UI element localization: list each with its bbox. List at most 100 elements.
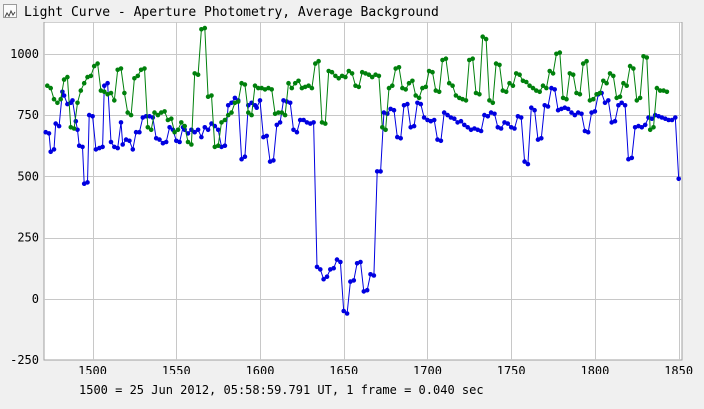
- data-point: [175, 127, 181, 133]
- data-point: [552, 87, 557, 92]
- data-point: [637, 95, 643, 101]
- y-tick-label: -250: [10, 353, 39, 367]
- data-point: [346, 68, 352, 74]
- data-point: [229, 100, 234, 106]
- data-point: [639, 125, 645, 130]
- data-point: [539, 136, 544, 141]
- data-point: [606, 98, 611, 103]
- data-point: [115, 145, 120, 151]
- data-point: [314, 264, 320, 270]
- data-point: [105, 80, 110, 86]
- data-point: [405, 101, 410, 107]
- data-point: [490, 100, 496, 106]
- data-point: [133, 129, 139, 135]
- data-point: [617, 94, 623, 99]
- data-point: [232, 95, 238, 101]
- data-point: [142, 66, 147, 71]
- data-point: [246, 110, 251, 115]
- data-point: [601, 78, 606, 84]
- data-point: [676, 176, 681, 182]
- data-point: [547, 68, 552, 74]
- data-point: [411, 123, 417, 129]
- data-point: [329, 69, 335, 75]
- data-point: [492, 111, 497, 117]
- data-point: [215, 143, 221, 148]
- data-point: [664, 89, 670, 95]
- y-tick-label: 500: [17, 169, 39, 183]
- data-point: [480, 34, 486, 39]
- data-point: [438, 138, 444, 144]
- data-point: [78, 88, 84, 93]
- data-point: [498, 126, 504, 131]
- data-point: [254, 105, 259, 110]
- data-point: [135, 73, 141, 79]
- data-point: [406, 80, 412, 86]
- data-point: [529, 105, 534, 110]
- data-point: [102, 89, 107, 95]
- data-point: [505, 121, 511, 126]
- data-point: [287, 100, 293, 106]
- data-point: [257, 98, 263, 103]
- data-point: [525, 161, 531, 167]
- data-point: [195, 127, 201, 133]
- data-point: [572, 112, 578, 118]
- data-point: [209, 121, 214, 126]
- data-point: [544, 85, 549, 91]
- data-point: [577, 92, 583, 97]
- data-point: [669, 117, 675, 123]
- data-point: [430, 69, 435, 75]
- plot-area: [43, 22, 683, 361]
- data-point: [324, 274, 330, 279]
- data-point: [239, 156, 244, 162]
- data-point: [177, 139, 182, 145]
- data-point: [545, 104, 551, 109]
- data-point: [371, 273, 377, 278]
- data-point: [301, 117, 306, 123]
- light-curve-icon[interactable]: [3, 4, 17, 18]
- data-point: [349, 71, 355, 76]
- data-point: [120, 142, 125, 147]
- x-tick-label: 1850: [664, 364, 693, 374]
- data-point: [564, 96, 569, 102]
- data-point: [386, 85, 392, 91]
- data-point: [122, 90, 127, 96]
- data-point: [271, 158, 276, 163]
- data-point: [297, 117, 303, 123]
- data-point: [465, 125, 471, 130]
- data-point: [647, 127, 653, 133]
- data-point: [48, 149, 53, 155]
- light-curve-chart: 1500 1550 1600 1650 1700 1750 1800 1850 -250 0 250…: [10, 22, 693, 374]
- data-point: [341, 308, 347, 314]
- light-curve-glyph: [4, 9, 16, 18]
- data-point: [145, 125, 151, 130]
- data-point: [252, 83, 258, 88]
- data-point: [436, 89, 442, 95]
- data-point: [557, 50, 563, 55]
- data-point: [627, 63, 633, 69]
- data-point: [356, 84, 362, 90]
- data-point: [90, 114, 95, 119]
- data-point: [249, 112, 254, 118]
- data-point: [71, 126, 77, 131]
- data-point: [192, 129, 197, 135]
- window-title: Light Curve - Aperture Photometry, Avera…: [24, 5, 439, 20]
- data-point: [673, 115, 678, 120]
- data-point: [530, 85, 536, 91]
- data-point: [336, 76, 342, 81]
- data-point: [590, 96, 596, 102]
- data-point: [338, 259, 343, 265]
- data-point: [222, 143, 228, 148]
- data-point: [309, 85, 315, 91]
- data-point: [487, 98, 492, 103]
- data-point: [242, 82, 248, 87]
- data-point: [445, 112, 450, 118]
- data-point: [130, 147, 136, 152]
- data-point: [152, 110, 157, 115]
- data-point: [112, 98, 117, 103]
- data-point: [53, 121, 58, 126]
- data-point: [88, 73, 94, 79]
- data-point: [616, 103, 621, 108]
- data-point: [125, 110, 130, 115]
- data-point: [85, 180, 90, 185]
- data-point: [421, 115, 427, 120]
